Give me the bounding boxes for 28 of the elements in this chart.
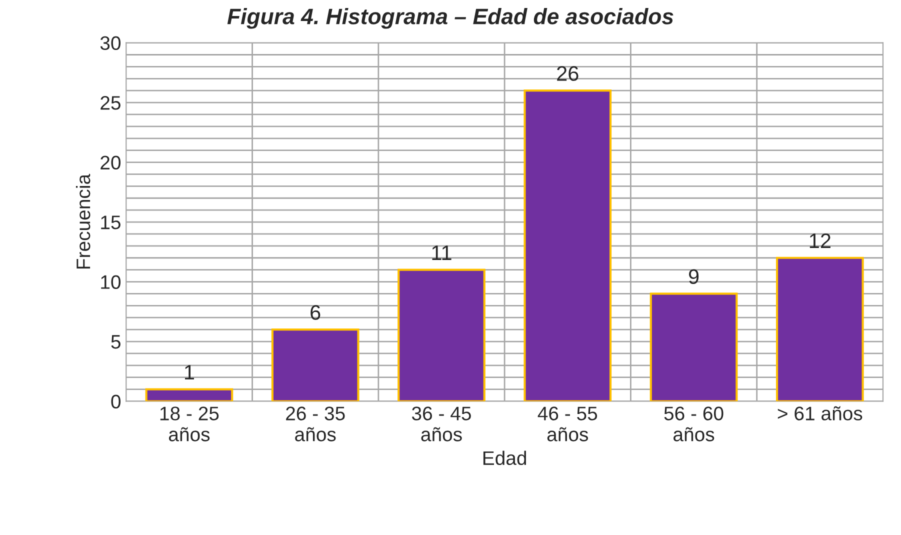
data-label: 6 xyxy=(310,305,320,320)
x-tick-label: 26 - 35 años xyxy=(286,406,345,442)
data-label: 11 xyxy=(432,246,452,260)
y-axis-title: Frecuencia xyxy=(76,174,90,269)
bar xyxy=(145,388,234,402)
y-tick-label: 20 xyxy=(100,156,121,170)
y-tick-label: 0 xyxy=(111,394,121,408)
y-tick-label: 30 xyxy=(100,36,121,50)
chart-title: Figura 4. Histograma – Edad de asociados xyxy=(227,8,674,29)
bar xyxy=(650,292,738,402)
y-tick-label: 15 xyxy=(101,216,120,230)
bar xyxy=(524,90,612,402)
bar xyxy=(271,328,360,402)
y-tick-label: 10 xyxy=(101,275,121,290)
x-tick-label: 18 - 25 años xyxy=(160,406,219,442)
x-tick-label: 36 - 45 años xyxy=(412,406,471,442)
data-label: 9 xyxy=(688,269,699,284)
x-tick-label: > 61 años xyxy=(778,406,862,420)
bar xyxy=(776,256,864,402)
data-label: 26 xyxy=(557,66,578,81)
x-axis-title: Edad xyxy=(483,450,526,466)
data-label: 1 xyxy=(185,365,194,380)
x-tick-label: 46 - 55 años xyxy=(538,406,598,442)
bar xyxy=(398,268,486,402)
data-label: 12 xyxy=(810,233,830,248)
y-tick-label: 5 xyxy=(111,335,120,349)
x-tick-label: 56 - 60 años xyxy=(664,406,724,442)
y-tick-label: 25 xyxy=(100,96,120,110)
